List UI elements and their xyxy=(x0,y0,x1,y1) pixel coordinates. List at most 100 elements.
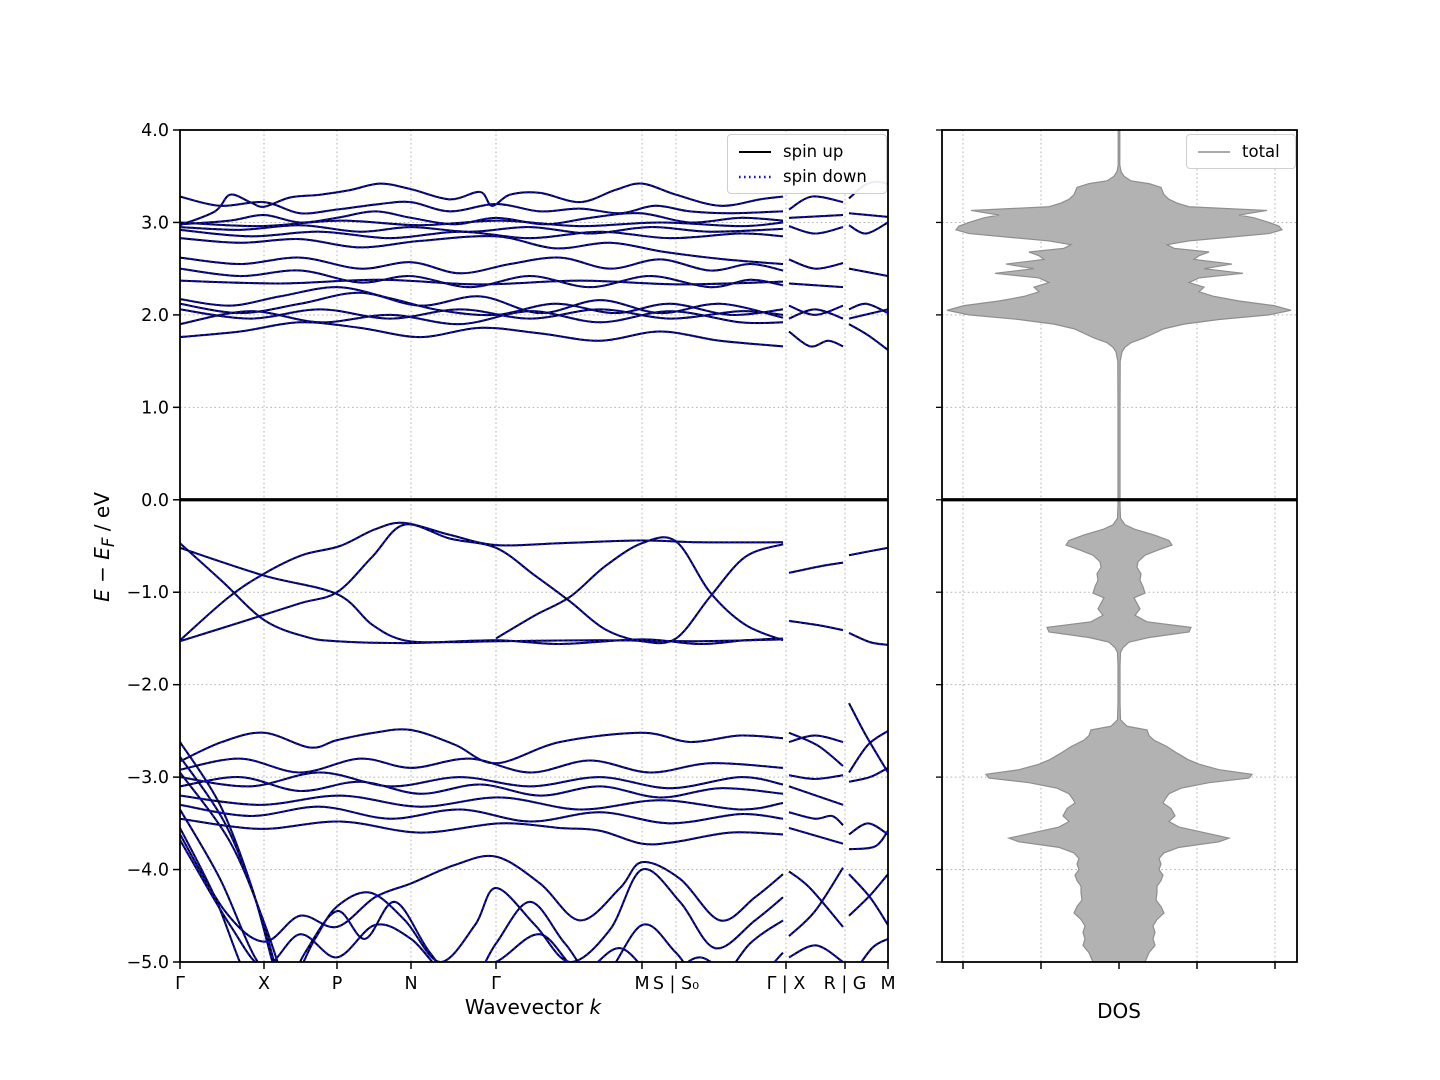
band-spin-up xyxy=(180,219,784,228)
band-spin-down xyxy=(180,235,784,266)
x-axis-label: Wavevector k xyxy=(464,995,602,1019)
y-tick-label: −5.0 xyxy=(127,953,170,973)
band-spin-down xyxy=(180,803,784,825)
y-axis-label-subscript: F xyxy=(99,537,118,548)
dos-legend: total xyxy=(1186,134,1296,169)
band-spin-up xyxy=(180,794,784,811)
band-panel-border xyxy=(179,129,889,963)
band-spin-up xyxy=(180,808,784,962)
band-spin-up xyxy=(848,730,888,774)
band-spin-down xyxy=(180,776,784,799)
band-spin-down xyxy=(180,833,784,943)
band-spin-down xyxy=(848,830,888,851)
band-spin-down xyxy=(788,731,844,767)
band-spin-down xyxy=(788,225,844,235)
band-spin-up xyxy=(848,830,888,851)
axis-ticks: 4.03.02.01.00.0−1.0−2.0−3.0−4.0−5.0Γ X P N Γ… xyxy=(127,121,1276,994)
band-spin-down xyxy=(848,873,888,926)
y-tick-label: 2.0 xyxy=(141,306,169,326)
band-spin-up xyxy=(788,225,844,235)
k-tick-label: Γ xyxy=(175,974,185,994)
band-spin-down xyxy=(788,304,844,316)
y-tick-label: 3.0 xyxy=(141,213,169,233)
band-spin-down xyxy=(788,944,844,962)
band-spin-up xyxy=(788,731,844,767)
band-spin-down xyxy=(180,308,784,320)
band-spin-down xyxy=(788,619,844,632)
band-spin-down xyxy=(180,224,784,235)
band-spin-down xyxy=(180,771,784,790)
k-tick-label: M xyxy=(634,974,649,994)
legend-item-spin-down: spin down xyxy=(734,164,880,189)
band-spin-down xyxy=(788,282,844,289)
y-tick-label: 4.0 xyxy=(141,121,169,141)
y-tick-label: 1.0 xyxy=(141,398,169,418)
band-spin-down xyxy=(848,212,888,218)
band-spin-down xyxy=(180,817,784,846)
dos-curve xyxy=(946,130,1292,962)
y-tick-label: −4.0 xyxy=(127,861,170,881)
band-spin-up xyxy=(848,822,888,836)
band-spin-down xyxy=(848,631,888,646)
y-tick-label: 0.0 xyxy=(141,491,169,511)
band-spin-up xyxy=(848,221,888,235)
band-spin-up xyxy=(788,258,844,270)
band-spin-down xyxy=(848,221,888,235)
band-spin-up xyxy=(180,771,279,962)
band-spin-down xyxy=(180,286,784,317)
band-spin-down xyxy=(788,867,844,937)
band-spin-down xyxy=(180,182,784,227)
band-spin-up xyxy=(788,944,844,962)
band-spin-up xyxy=(180,542,784,645)
y-tick-label: −1.0 xyxy=(127,583,170,603)
band-spin-down xyxy=(788,785,844,806)
band-legend: spin up spin down xyxy=(727,134,887,194)
k-tick-label: S | S₀ xyxy=(653,974,699,994)
k-tick-label: R | G xyxy=(824,974,867,994)
legend-label: spin down xyxy=(783,167,867,186)
band-spin-down xyxy=(848,822,888,836)
dos-total-area xyxy=(946,130,1292,962)
spin-up-line-icon xyxy=(739,150,771,153)
legend-item-total: total xyxy=(1193,139,1289,164)
band-spin-down xyxy=(848,546,888,557)
k-tick-label: Γ xyxy=(491,974,501,994)
legend-label: total xyxy=(1242,142,1280,161)
band-spin-down xyxy=(180,546,784,644)
k-tick-label: X xyxy=(258,974,270,994)
legend-label: spin up xyxy=(783,142,844,161)
band-spin-up xyxy=(180,757,784,774)
band-spin-down xyxy=(180,210,784,226)
band-spin-down xyxy=(788,258,844,270)
band-spin-down xyxy=(848,702,888,774)
band-spin-down xyxy=(788,734,844,743)
band-spin-down xyxy=(180,278,784,286)
band-spin-up xyxy=(180,546,784,644)
band-spin-up xyxy=(180,827,784,962)
band-spin-down xyxy=(788,214,844,219)
dos-axis-label: DOS xyxy=(1097,999,1141,1023)
band-spin-up xyxy=(495,536,784,642)
legend-item-spin-up: spin up xyxy=(734,139,880,164)
k-tick-label: M xyxy=(880,974,895,994)
band-spin-down xyxy=(848,302,888,314)
k-tick-label: N xyxy=(404,974,417,994)
band-spin-up xyxy=(180,256,784,275)
band-spin-down xyxy=(788,811,844,826)
y-axis-label: E − EF / eV xyxy=(90,492,118,602)
band-spin-down xyxy=(860,937,888,962)
k-tick-label: P xyxy=(332,974,343,994)
band-spin-up xyxy=(848,323,888,351)
band-spin-down xyxy=(788,330,844,348)
band-spin-down xyxy=(180,195,784,215)
y-tick-label: −2.0 xyxy=(127,676,170,696)
k-tick-label: Γ | X xyxy=(767,974,806,994)
band-spin-down xyxy=(180,794,784,811)
band-spin-down xyxy=(848,308,888,320)
band-spin-down xyxy=(848,730,888,774)
band-spin-down xyxy=(788,870,844,928)
band-spin-down xyxy=(788,195,844,211)
band-spin-down xyxy=(848,267,888,278)
